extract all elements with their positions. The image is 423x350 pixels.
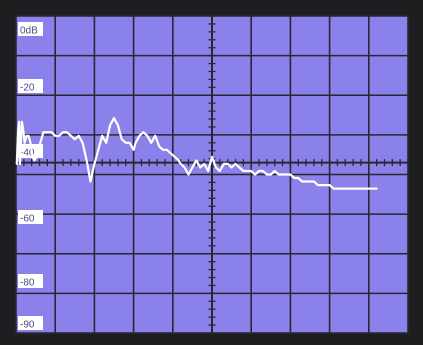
y-tick-label-bg — [18, 316, 43, 330]
y-tick-label-bg — [18, 210, 43, 224]
y-tick-label: -80 — [20, 278, 35, 289]
y-tick-labels: 0dB -20 -40 -60 -80 -90 — [18, 22, 43, 331]
response-trace — [15, 117, 378, 190]
y-tick-label-bg — [18, 274, 43, 288]
y-tick-label-bg — [18, 79, 43, 93]
y-tick-label-bg — [18, 22, 43, 36]
y-tick-label: -90 — [20, 320, 35, 331]
y-tick-label: -20 — [20, 83, 35, 94]
y-tick-label: -60 — [20, 214, 35, 225]
y-tick-label: 0dB — [20, 26, 38, 37]
y-tick-label: -40 — [20, 148, 35, 159]
y-tick-label-bg — [18, 144, 43, 158]
